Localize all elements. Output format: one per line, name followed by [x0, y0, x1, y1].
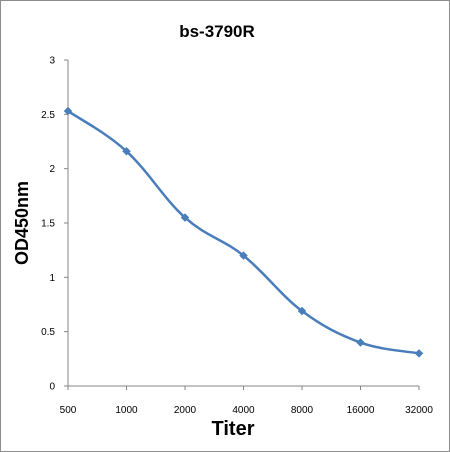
data-point-marker [414, 349, 424, 358]
x-tick-label: 500 [60, 405, 77, 416]
x-axis-title: Titer [212, 418, 255, 440]
x-ticks: 500 1000 2000 4000 8000 16000 32000 [60, 386, 433, 416]
data-point-marker [356, 338, 365, 347]
x-tick-label: 1000 [115, 405, 138, 416]
data-point-marker [63, 106, 73, 116]
chart-title: bs-3790R [179, 22, 255, 41]
x-tick-label: 2000 [174, 405, 197, 416]
series-layer [63, 106, 424, 358]
series-line [67, 110, 420, 355]
data-point-marker [122, 146, 131, 156]
data-point-marker [239, 251, 248, 260]
y-ticks: 0 0.5 1 1.5 2 2.5 3 [41, 56, 68, 393]
y-tick-label: 3 [49, 56, 55, 67]
y-tick-label: 2.5 [41, 110, 55, 121]
data-point-marker [297, 306, 307, 316]
x-tick-label: 16000 [347, 405, 375, 416]
y-tick-label: 2 [49, 164, 55, 175]
data-point-marker [180, 213, 190, 222]
y-tick-label: 0.5 [41, 327, 55, 338]
y-tick-label: 1 [49, 273, 55, 284]
x-tick-label: 8000 [291, 405, 314, 416]
x-tick-label: 4000 [232, 405, 255, 416]
y-tick-label: 1.5 [41, 219, 55, 230]
y-axis-title: OD450nm [12, 181, 32, 265]
axes [67, 60, 419, 387]
y-tick-label: 0 [49, 382, 55, 393]
x-tick-label: 32000 [405, 405, 433, 416]
